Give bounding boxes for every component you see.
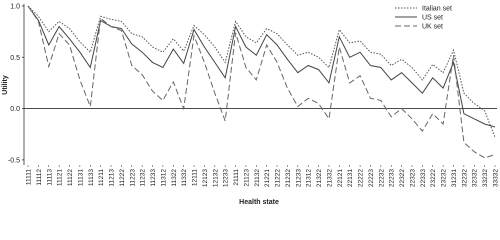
y-tick-label: -0.5 [8, 157, 20, 164]
x-tick-label: 21332 [326, 169, 333, 187]
x-tick-label: 11332 [181, 169, 188, 187]
x-tick-label: 11121 [57, 169, 64, 186]
x-tick-label: 32332 [472, 169, 479, 187]
x-tick-label: 22222 [358, 169, 365, 187]
x-tick-label: 21111 [233, 169, 240, 186]
x-tick-label: 21312 [306, 169, 313, 187]
x-tick-label: 11112 [36, 169, 43, 186]
x-tick-label: 22333 [420, 169, 427, 187]
x-tick-label: 11322 [171, 169, 178, 187]
legend-label: UK set [422, 24, 443, 31]
x-tick-label: 21123 [243, 169, 250, 187]
y-tick-label: 0.5 [10, 55, 20, 62]
series-line [27, 5, 496, 159]
x-tick-label: 22322 [399, 169, 406, 187]
x-tick-label: 11111 [26, 169, 33, 186]
y-axis-title: Utility [2, 75, 9, 95]
x-tick-label: 23222 [430, 169, 437, 187]
x-tick-label: 22223 [368, 169, 375, 187]
x-tick-label: 21132 [254, 169, 261, 187]
x-tick-label: 12123 [202, 169, 209, 187]
x-tick-label: 33332 [493, 169, 500, 187]
x-tick-label: 11113 [46, 169, 53, 186]
x-tick-label: 31231 [451, 169, 458, 187]
x-tick-label: 12132 [212, 169, 219, 187]
x-tick-label: 12111 [192, 169, 199, 186]
x-tick-label: 11222 [119, 169, 126, 187]
legend-label: Italian set [422, 6, 452, 13]
y-tick-label: 1.0 [10, 4, 20, 11]
x-tick-label: 11213 [109, 169, 116, 187]
series-line [27, 5, 496, 128]
x-axis-title: Health state [239, 199, 279, 206]
y-tick-label: 0.0 [10, 106, 20, 113]
x-tick-label: 11131 [77, 169, 84, 186]
x-tick-label: 22323 [409, 169, 416, 187]
x-tick-label: 23232 [441, 169, 448, 187]
x-tick-label: 33232 [482, 169, 489, 187]
x-tick-label: 11211 [98, 169, 105, 186]
x-tick-label: 22131 [347, 169, 354, 187]
x-tick-label: 21322 [316, 169, 323, 187]
x-tick-label: 11122 [67, 169, 74, 186]
x-tick-label: 21221 [264, 169, 271, 187]
x-tick-label: 22232 [378, 169, 385, 187]
x-tick-label: 11312 [160, 169, 167, 187]
x-tick-label: 11133 [88, 169, 95, 186]
x-tick-label: 21222 [275, 169, 282, 187]
x-tick-label: 22121 [337, 169, 344, 187]
x-tick-label: 21233 [295, 169, 302, 187]
x-tick-label: 32232 [461, 169, 468, 187]
legend-label: US set [422, 15, 443, 22]
x-tick-label: 22233 [389, 169, 396, 187]
x-tick-label: 11232 [140, 169, 147, 187]
x-tick-label: 21232 [285, 169, 292, 187]
x-tick-label: 11223 [129, 169, 136, 187]
x-tick-label: 12233 [223, 169, 230, 187]
x-tick-label: 11233 [150, 169, 157, 187]
